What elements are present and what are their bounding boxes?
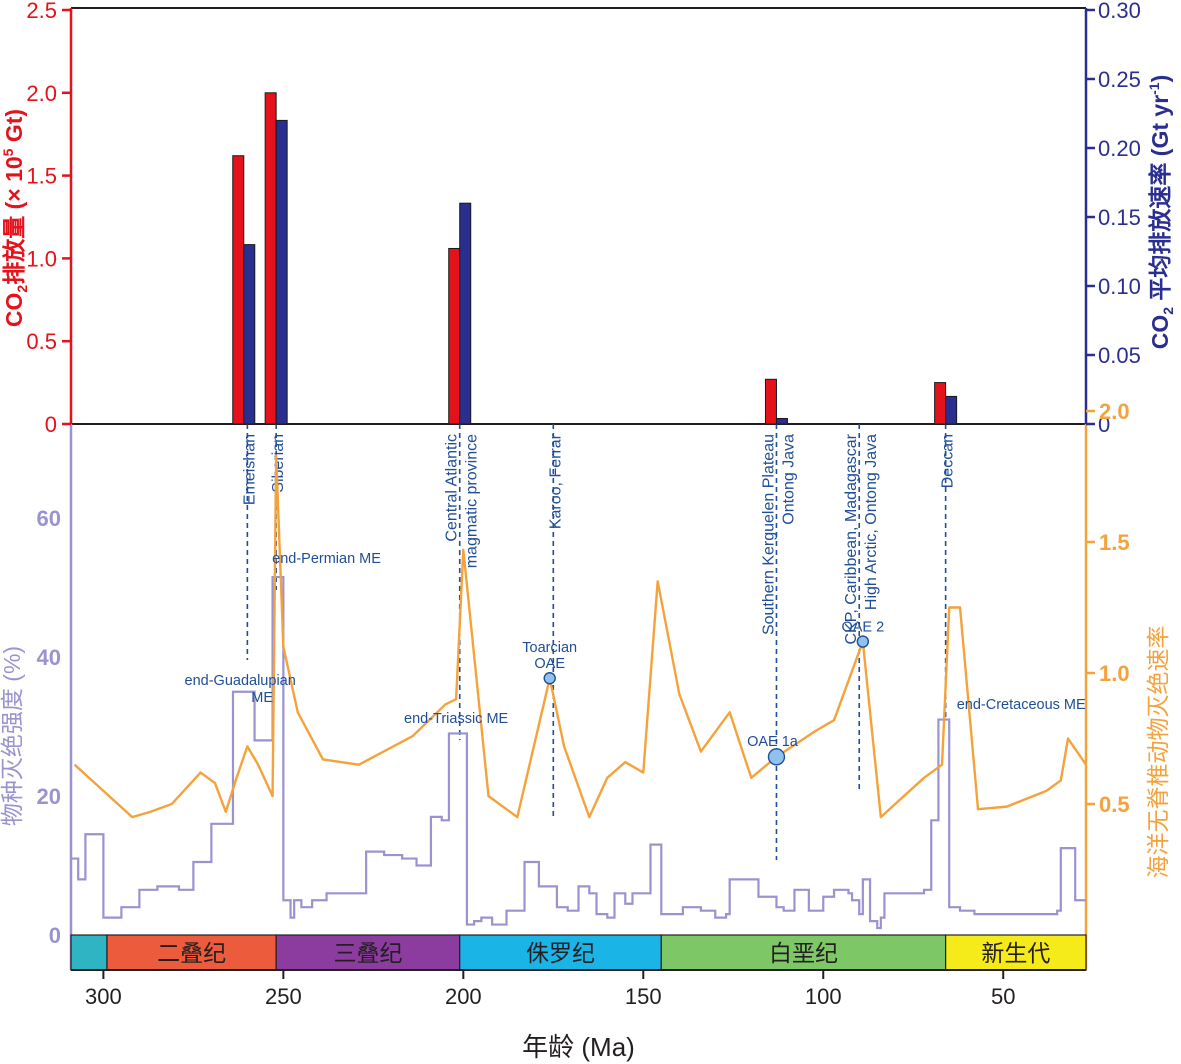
period-segment [945,934,1087,971]
lip-label: Emeishan [241,434,258,505]
x-axis-title: 年龄 (Ma) [522,1032,635,1062]
left-top-tick-label: 1.0 [26,246,57,271]
left-top-tick-label: 1.5 [26,164,57,189]
x-tick-label: 150 [625,984,662,1009]
period-label: 二叠纪 [157,940,226,966]
right-bottom-tick-label: 1.0 [1099,661,1130,686]
rate-bar [459,202,472,425]
left-bottom-tick-label: 0 [49,923,61,948]
left-top-axis-title: CO2排放量 (× 105 Gt) [0,109,30,327]
right-top-tick-label: 0.10 [1098,274,1141,299]
lip-label: Deccan [940,434,957,488]
emission-bar [232,155,245,425]
period-label: 新生代 [981,940,1050,966]
rate-bar [275,119,288,425]
oae-label: OAE 1a [747,734,799,750]
mass-extinction-label: end-Triassic ME [404,711,509,727]
rate-bar [243,244,256,425]
axes-frame [69,7,1088,970]
x-tick-label: 300 [85,984,122,1009]
left-top-tick-label: 0.5 [26,329,57,354]
x-tick-label: 100 [805,984,842,1009]
rate-bar [945,395,958,425]
period-segment [70,934,108,971]
mass-extinction-label: end-Permian ME [272,551,381,567]
mass-extinction-label-line2: ME [251,690,273,706]
oae-label: OAE 2 [841,620,884,636]
right-bottom-tick-label: 1.5 [1099,530,1130,555]
right-bottom-tick-label: 2.0 [1099,399,1130,424]
right-bottom-tick-label: 0.5 [1099,792,1130,817]
x-tick-label: 200 [445,984,482,1009]
oae-marker [856,635,870,648]
lip-label: High Arctic, Ontong Java [863,434,880,610]
left-bottom-axis-title: 物种灭绝强度 (%) [0,646,25,826]
mass-extinction-label: end-Guadalupian [185,673,296,689]
x-tick-label: 250 [265,984,302,1009]
right-top-tick-label: 0.25 [1098,67,1141,92]
lip-label: Ontong Java [780,434,797,525]
right-top-tick-label: 0.15 [1098,205,1141,230]
period-bar: 二叠纪 三叠纪 侏罗纪 白垩纪 新生代 [70,934,1087,971]
left-top-tick-label: 2.5 [26,0,57,23]
left-top-tick-label: 2.0 [26,81,57,106]
oae-label-line2: OAE [534,656,565,672]
emission-bar [934,382,947,425]
period-label: 侏罗纪 [526,940,595,966]
period-label: 三叠纪 [333,940,402,966]
x-tick-label: 50 [991,984,1015,1009]
right-bottom-axis-title: 海洋无脊椎动物灭绝速率 [1145,626,1171,879]
extinction-intensity-line [71,575,1086,930]
mass-extinction-label: end-Cretaceous ME [957,697,1086,713]
lip-label: magmatic province [464,434,481,568]
left-bottom-tick-label: 20 [37,784,61,809]
lip-annotations: Emeishan Siberian Central Atlantic magmatic… [241,424,957,860]
period-segment [106,934,277,971]
emission-bar [764,378,777,425]
rate-bar [775,417,788,425]
lip-label: Siberian [270,434,287,493]
lip-label: CKP, Caribbean, Madagascar [843,433,860,644]
right-top-tick-label: 0.30 [1098,0,1141,23]
emission-bar [264,92,277,425]
lip-label: Karoo, Ferrar [547,433,564,529]
right-top-tick-label: 0.05 [1098,343,1141,368]
top-bar-panel [232,92,958,425]
lip-label: Central Atlantic [444,434,461,542]
right-top-axis-title: CO2 平均排放速率 (Gt yr-1) [1146,75,1176,350]
oae-label: Toarcian [522,640,577,656]
left-bottom-tick-label: 40 [37,645,61,670]
left-bottom-tick-label: 60 [37,506,61,531]
emission-bar [448,247,461,425]
lip-label: Southern Kerguelen Plateau [760,434,777,635]
right-top-tick-label: 0.20 [1098,136,1141,161]
period-label: 白垩纪 [769,940,838,966]
oae-marker [767,748,786,766]
oae-marker [543,672,556,685]
extinction-rate-line [73,454,1087,819]
left-top-tick-label: 0 [45,412,57,437]
right-top-tick-label: 0 [1098,412,1110,437]
